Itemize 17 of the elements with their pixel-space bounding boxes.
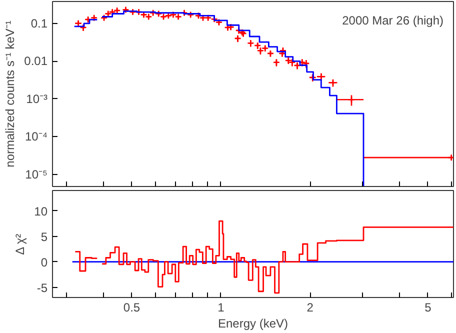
x-tick-label: 0.5 xyxy=(123,300,140,314)
y-tick-label: 5 xyxy=(40,230,48,244)
y-tick-label: 0 xyxy=(40,255,48,270)
y-tick-label: 10⁻⁴ xyxy=(24,130,48,144)
y-tick-label: 10 xyxy=(34,204,48,218)
y-tick-label: 10⁻³ xyxy=(26,92,48,106)
y-axis-title: Δ χ² xyxy=(13,234,28,255)
y-tick-label: -5 xyxy=(36,280,48,295)
y-tick-label: 10⁻⁵ xyxy=(25,167,48,182)
y-tick-label: 0.1 xyxy=(30,16,48,30)
x-axis-title: Energy (keV) xyxy=(218,316,288,330)
x-tick-label: 2 xyxy=(306,300,314,314)
y-tick-label: 0.01 xyxy=(24,54,48,68)
annotation: 2000 Mar 26 (high) xyxy=(342,14,444,28)
x-tick-label: 5 xyxy=(424,300,432,314)
y-axis-title: normalized counts s⁻¹ keV⁻¹ xyxy=(3,20,18,168)
x-tick-label: 1 xyxy=(218,300,225,314)
